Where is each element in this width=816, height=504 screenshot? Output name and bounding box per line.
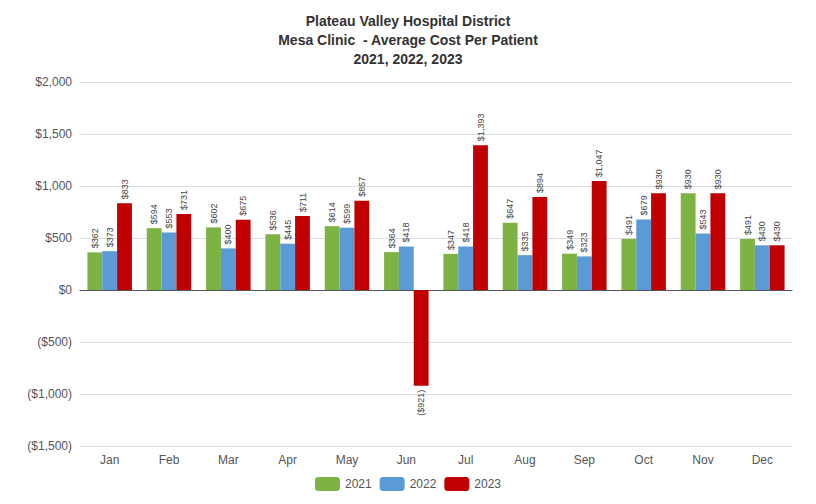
svg-text:Jan: Jan xyxy=(100,453,119,467)
svg-text:$335: $335 xyxy=(520,231,530,251)
svg-text:$614: $614 xyxy=(327,202,337,222)
svg-text:Apr: Apr xyxy=(278,453,297,467)
svg-text:2022: 2022 xyxy=(410,477,437,491)
svg-text:May: May xyxy=(336,453,359,467)
svg-text:($500): ($500) xyxy=(37,335,72,349)
svg-text:$500: $500 xyxy=(45,231,72,245)
svg-text:$0: $0 xyxy=(59,283,73,297)
svg-text:$599: $599 xyxy=(342,204,352,224)
svg-text:$2,000: $2,000 xyxy=(35,75,72,89)
svg-text:$594: $594 xyxy=(149,204,159,224)
svg-text:Feb: Feb xyxy=(159,453,180,467)
svg-text:$930: $930 xyxy=(713,169,723,189)
svg-text:Dec: Dec xyxy=(752,453,773,467)
svg-text:Oct: Oct xyxy=(634,453,653,467)
svg-text:$400: $400 xyxy=(223,224,233,244)
svg-text:2023: 2023 xyxy=(474,477,501,491)
svg-text:$930: $930 xyxy=(654,169,664,189)
svg-text:$347: $347 xyxy=(446,230,456,250)
svg-text:$894: $894 xyxy=(535,173,545,193)
svg-text:$323: $323 xyxy=(579,232,589,252)
svg-text:$1,047: $1,047 xyxy=(594,150,604,178)
svg-text:$536: $536 xyxy=(268,210,278,230)
svg-text:2021: 2021 xyxy=(345,477,372,491)
svg-text:Mesa Clinic - Average Cost Pe: Mesa Clinic - Average Cost Per Patient xyxy=(278,32,538,48)
svg-text:$930: $930 xyxy=(683,169,693,189)
svg-text:$1,500: $1,500 xyxy=(35,127,72,141)
svg-text:($921): ($921) xyxy=(416,390,426,416)
svg-text:$833: $833 xyxy=(120,179,130,199)
svg-text:$373: $373 xyxy=(105,227,115,247)
svg-text:($1,000): ($1,000) xyxy=(27,387,72,401)
svg-text:$679: $679 xyxy=(639,195,649,215)
svg-text:$364: $364 xyxy=(387,228,397,248)
svg-text:$418: $418 xyxy=(461,222,471,242)
svg-text:$1,393: $1,393 xyxy=(476,114,486,142)
svg-text:Jul: Jul xyxy=(458,453,473,467)
svg-text:Jun: Jun xyxy=(397,453,416,467)
svg-text:Sep: Sep xyxy=(574,453,596,467)
svg-text:$430: $430 xyxy=(772,221,782,241)
svg-text:Plateau Valley Hospital Distri: Plateau Valley Hospital District xyxy=(306,13,511,29)
svg-text:$731: $731 xyxy=(179,190,189,210)
svg-text:$491: $491 xyxy=(624,215,634,235)
svg-text:$1,000: $1,000 xyxy=(35,179,72,193)
svg-text:2021, 2022, 2023: 2021, 2022, 2023 xyxy=(354,51,463,67)
svg-text:$602: $602 xyxy=(209,203,219,223)
svg-text:Mar: Mar xyxy=(218,453,239,467)
svg-text:$445: $445 xyxy=(283,220,293,240)
svg-text:$430: $430 xyxy=(757,221,767,241)
svg-text:$647: $647 xyxy=(505,199,515,219)
svg-text:$491: $491 xyxy=(743,215,753,235)
svg-text:Nov: Nov xyxy=(692,453,713,467)
svg-text:Aug: Aug xyxy=(514,453,535,467)
svg-text:$543: $543 xyxy=(698,209,708,229)
svg-text:$349: $349 xyxy=(565,230,575,250)
svg-text:$553: $553 xyxy=(164,208,174,228)
svg-text:$418: $418 xyxy=(401,222,411,242)
svg-text:$711: $711 xyxy=(298,193,308,212)
svg-text:$675: $675 xyxy=(238,196,248,216)
svg-text:($1,500): ($1,500) xyxy=(27,439,72,453)
svg-text:$362: $362 xyxy=(90,228,100,248)
svg-text:$857: $857 xyxy=(357,177,367,197)
